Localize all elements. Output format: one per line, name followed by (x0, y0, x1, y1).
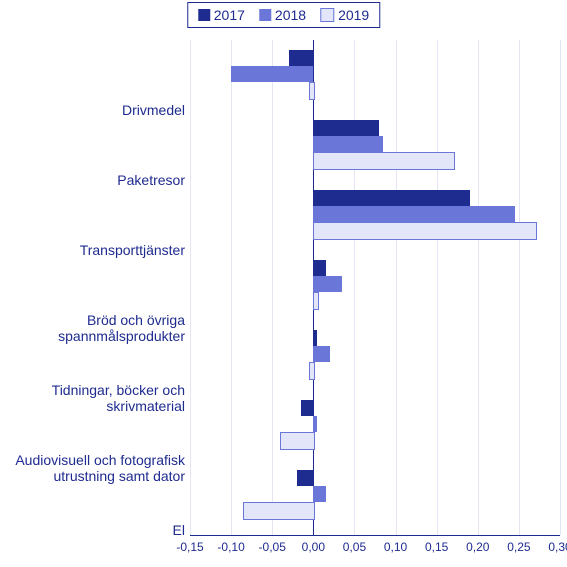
gridline (396, 40, 397, 535)
gridline (560, 40, 561, 535)
x-tick: 0,00 (302, 540, 325, 554)
x-tick: 0,25 (507, 540, 530, 554)
bar (313, 416, 317, 432)
chart: 2017 2018 2019 -0,15 -0,10 -0,05 0,00 0,05 0,10… (0, 0, 567, 567)
category-label: Audiovisuell och fotografisk utrustning … (5, 452, 185, 484)
bar (313, 136, 383, 152)
bar (313, 206, 514, 222)
gridline (478, 40, 479, 535)
bar (313, 222, 537, 240)
category-label: Bröd och övriga spannmålsprodukter (5, 312, 185, 344)
legend-item: 2018 (259, 7, 306, 23)
legend-label: 2019 (338, 7, 369, 23)
plot-area (190, 40, 560, 536)
bar (313, 276, 342, 292)
legend-label: 2018 (275, 7, 306, 23)
bar (243, 502, 315, 520)
legend-swatch (320, 8, 334, 22)
legend-swatch (198, 9, 210, 21)
bar (289, 50, 314, 66)
category-label: Drivmedel (5, 102, 185, 118)
bar (313, 120, 379, 136)
gridline (272, 40, 273, 535)
bar (313, 346, 329, 362)
legend-item: 2019 (320, 7, 369, 23)
bar (231, 66, 313, 82)
category-label: El (5, 522, 185, 538)
x-tick: -0,05 (259, 540, 286, 554)
bar (309, 362, 315, 380)
legend-item: 2017 (198, 7, 245, 23)
category-label: Tidningar, böcker och skrivmaterial (5, 382, 185, 414)
gridline (231, 40, 232, 535)
x-tick: -0,10 (217, 540, 244, 554)
x-tick: 0,15 (425, 540, 448, 554)
x-tick: -0,15 (176, 540, 203, 554)
bar (313, 260, 325, 276)
bar (297, 470, 313, 486)
bar (313, 152, 455, 170)
legend-swatch (259, 9, 271, 21)
x-tick: 0,05 (343, 540, 366, 554)
bar (301, 400, 313, 416)
bar (309, 82, 315, 100)
gridline (354, 40, 355, 535)
bar (313, 292, 319, 310)
gridline (519, 40, 520, 535)
x-tick: 0,20 (466, 540, 489, 554)
gridline (190, 40, 191, 535)
x-tick: 0,10 (384, 540, 407, 554)
bar (313, 330, 317, 346)
bar (280, 432, 315, 450)
bar (313, 486, 325, 502)
category-label: Paketresor (5, 172, 185, 188)
legend-label: 2017 (214, 7, 245, 23)
gridline (437, 40, 438, 535)
bar (313, 190, 469, 206)
category-label: Transporttjänster (5, 242, 185, 258)
x-tick: 0,30 (548, 540, 567, 554)
legend: 2017 2018 2019 (187, 2, 380, 28)
